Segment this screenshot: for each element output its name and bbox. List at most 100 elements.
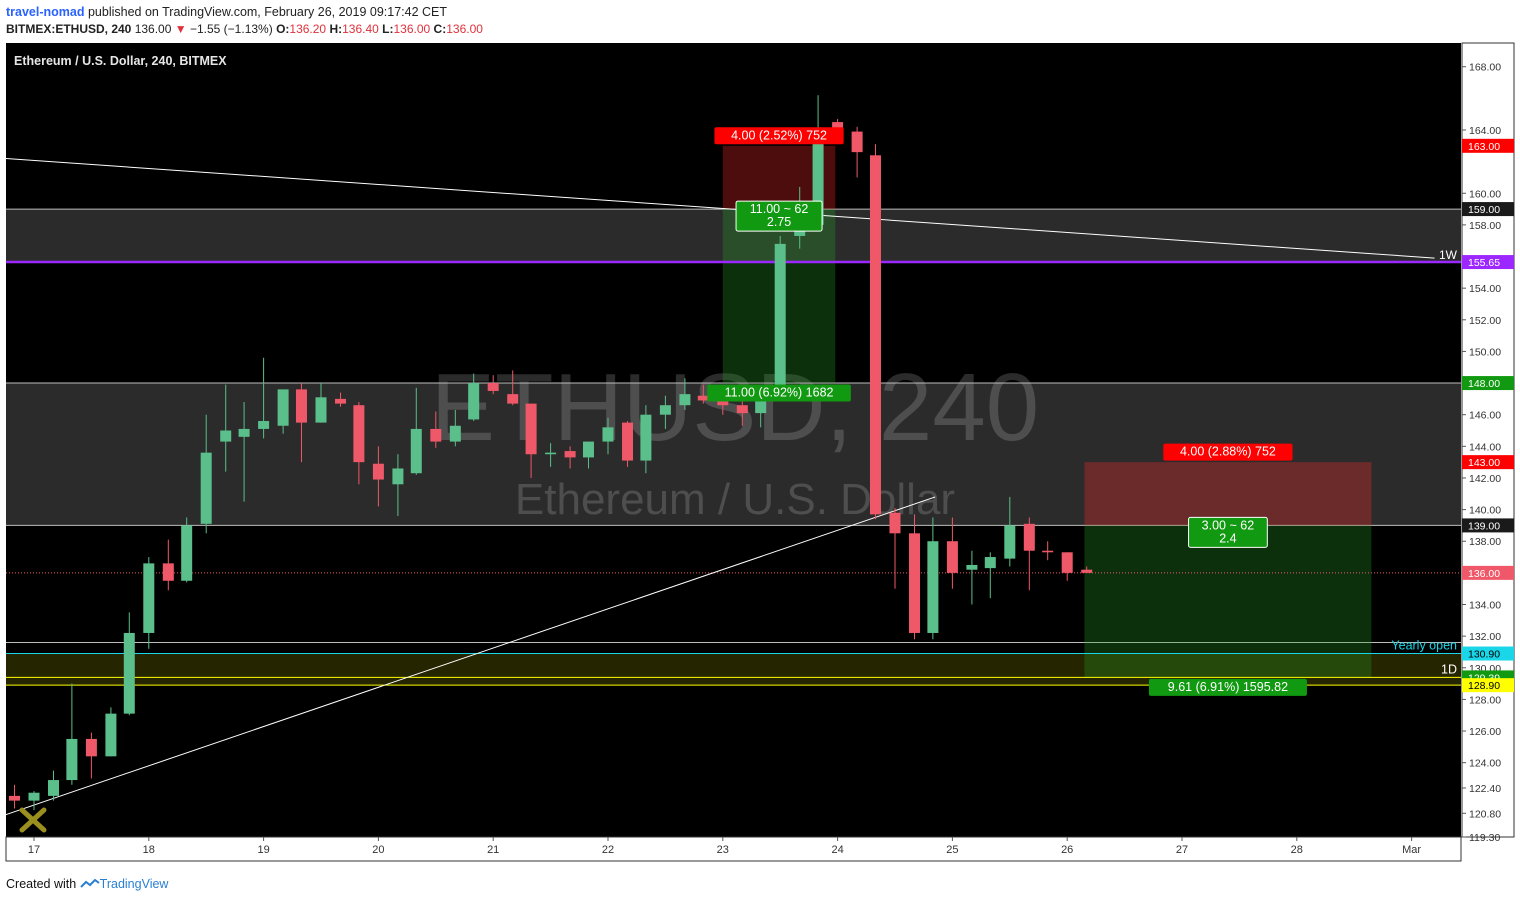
candle-body <box>295 389 307 423</box>
candle <box>564 446 576 469</box>
candle <box>602 417 614 455</box>
candle <box>258 357 270 439</box>
candle <box>277 389 289 434</box>
candle <box>869 144 881 520</box>
candle-body <box>48 780 60 796</box>
position-2-stop-label-bg <box>1163 443 1293 461</box>
position-2-target-label: 9.61 (6.91%) 1595.82 <box>1148 678 1307 696</box>
candle-body <box>353 405 365 463</box>
candle-body <box>430 428 442 442</box>
position-1-stop-label-text: 4.00 (2.52%) 752 <box>731 128 827 142</box>
price-tag-bg <box>1462 565 1514 580</box>
candle <box>238 402 250 502</box>
candle <box>220 384 232 472</box>
candle-body <box>545 452 557 455</box>
candle <box>507 370 519 406</box>
candle <box>1042 541 1054 561</box>
open-label: O: <box>276 22 290 36</box>
candle <box>1061 552 1073 581</box>
candle <box>392 454 404 516</box>
candle-body <box>220 430 232 442</box>
y-tick-label: 154.00 <box>1469 283 1501 295</box>
price-tag-text: 148.00 <box>1468 378 1500 390</box>
price-tag-bg <box>1462 455 1514 470</box>
candle-body <box>277 389 289 426</box>
candle <box>200 414 212 534</box>
candle-body <box>66 738 78 781</box>
y-tick-label: 124.00 <box>1469 758 1501 770</box>
x-tick-label: 25 <box>946 844 958 856</box>
candle <box>335 392 347 407</box>
candle <box>697 384 709 404</box>
price-tag-bg <box>1462 138 1514 153</box>
descending-trendline <box>6 158 1435 259</box>
candle <box>181 517 193 583</box>
price-tag-bg <box>1462 376 1514 391</box>
candle-body <box>851 131 863 153</box>
candle <box>582 441 594 469</box>
yearly-open-label: Yearly open <box>1391 639 1457 653</box>
daily-label: 1D <box>1441 662 1457 676</box>
symbol-label: BITMEX:ETHUSD, 240 <box>6 22 132 36</box>
y-tick-label: 158.00 <box>1469 220 1501 232</box>
price-tag-text: 163.00 <box>1468 141 1500 153</box>
position-1-target-label: 11.00 (6.92%) 1682 <box>707 384 851 402</box>
candle <box>48 770 60 801</box>
down-arrow-icon: ▼ <box>174 22 187 36</box>
position-2-target-zone <box>1084 525 1372 678</box>
y-tick-label: 126.00 <box>1469 726 1501 738</box>
price-tag: 139.00 <box>1462 518 1514 533</box>
candle <box>946 517 958 589</box>
footer: Created with TradingView <box>6 877 168 891</box>
candle <box>430 411 442 448</box>
x-tick-label: 18 <box>143 844 155 856</box>
candle-body <box>143 563 155 633</box>
candle-body <box>966 564 978 570</box>
candle <box>487 375 499 395</box>
candle <box>679 378 691 410</box>
y-tick-label: 142.00 <box>1469 473 1501 485</box>
position-2-target-label-text: 9.61 (6.91%) 1595.82 <box>1168 680 1288 694</box>
candle <box>8 784 20 809</box>
author-link[interactable]: travel-nomad <box>6 5 85 19</box>
candle <box>659 395 671 429</box>
candle-body <box>200 452 212 524</box>
price-tag-text: 128.90 <box>1468 680 1500 692</box>
cross-stroke <box>19 807 47 833</box>
price-change: −1.55 (−1.13%) <box>189 22 273 36</box>
y-tick-label: 138.00 <box>1469 536 1501 548</box>
price-tag: 136.00 <box>1462 565 1514 580</box>
price-tag-text: 139.00 <box>1468 520 1500 532</box>
y-tick-label: 119.30 <box>1469 832 1500 844</box>
published-text: published on TradingView.com, February 2… <box>87 5 448 19</box>
price-tag: 159.00 <box>1462 202 1514 217</box>
candle <box>66 683 78 785</box>
price-tag-text: 136.00 <box>1468 568 1500 580</box>
high-value: 136.40 <box>342 22 379 36</box>
low-value: 136.00 <box>393 22 431 36</box>
candle-body <box>946 541 958 573</box>
candle-body <box>889 512 901 534</box>
candle-body <box>487 383 499 391</box>
candle-body <box>8 795 20 801</box>
candle <box>105 707 117 757</box>
price-tag-text: 159.00 <box>1468 204 1500 216</box>
price-axis <box>1461 42 1515 838</box>
close-value: 136.00 <box>446 22 483 36</box>
tradingview-brand-link[interactable]: TradingView <box>99 877 169 891</box>
weekly-label: 1W <box>1439 248 1458 262</box>
candle <box>143 557 155 649</box>
candle <box>640 405 652 474</box>
x-tick-label: 21 <box>487 844 499 856</box>
candle <box>28 791 40 811</box>
candle-body <box>984 557 996 569</box>
candle <box>468 373 480 422</box>
candle <box>372 446 384 507</box>
price-tag: 130.90 <box>1462 646 1514 661</box>
close-label: C: <box>433 22 447 36</box>
candle-body <box>679 394 691 406</box>
tradingview-logo-icon <box>79 879 100 888</box>
candle-body <box>468 383 480 420</box>
